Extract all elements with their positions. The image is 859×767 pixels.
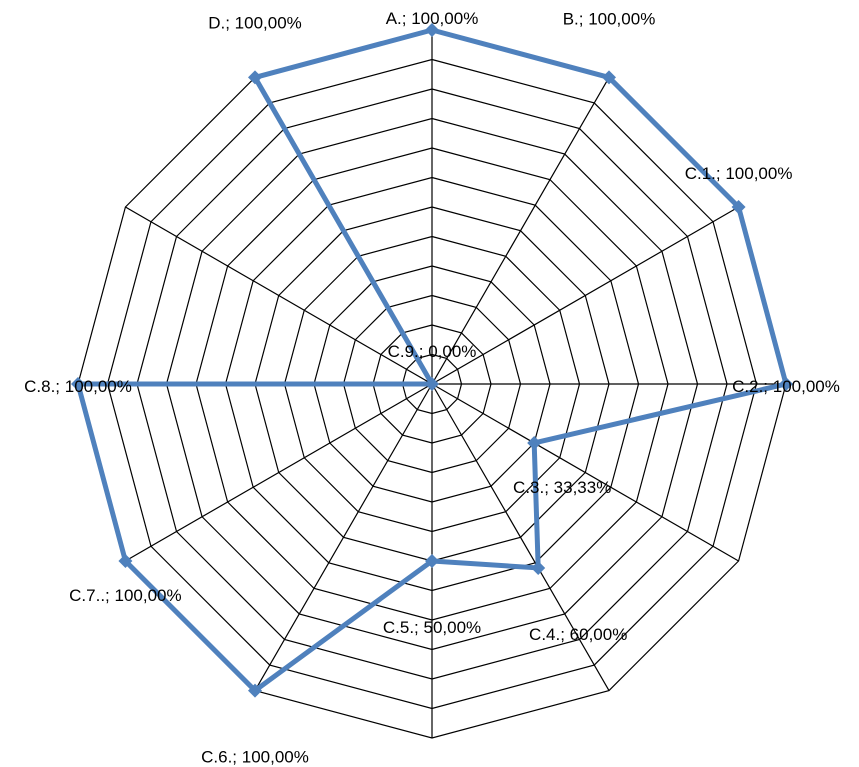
axis-spoke-6	[431, 383, 610, 691]
data-point-marker	[118, 554, 133, 568]
data-point-marker	[248, 70, 262, 85]
data-label: C.6.; 100,00%	[201, 748, 309, 767]
data-point-marker	[731, 200, 746, 214]
data-point-marker	[425, 554, 439, 568]
data-label: D.; 100,00%	[208, 13, 302, 32]
data-point-marker	[71, 377, 85, 391]
axis-spoke-9	[125, 383, 433, 562]
data-label: C.8.; 100,00%	[24, 377, 132, 396]
axis-spoke-2	[431, 77, 610, 385]
data-point-marker	[248, 683, 262, 698]
data-label: B.; 100,00%	[563, 9, 656, 28]
data-point-marker	[531, 560, 546, 575]
data-point-marker	[425, 23, 439, 37]
axis-spoke-11	[125, 206, 433, 385]
label-layer: A.; 100,00% B.; 100,00% C.1.; 100,00% C.2.;…	[24, 9, 840, 767]
axis-spoke-3	[431, 206, 739, 385]
data-label: C.5.; 50,00%	[383, 618, 481, 637]
data-point-marker	[527, 435, 542, 450]
axis-spoke-5	[431, 383, 739, 562]
data-point-marker	[425, 377, 439, 391]
axis-spoke-8	[254, 383, 433, 691]
data-point-marker	[779, 377, 793, 391]
data-label: C.3.; 33,33%	[513, 478, 611, 497]
data-label: C.9.; 0,00%	[388, 342, 477, 361]
marker-layer	[71, 23, 793, 698]
data-point-marker	[602, 70, 616, 85]
data-label: A.; 100,00%	[386, 9, 479, 28]
data-label: C.4.; 60,00%	[529, 625, 627, 644]
data-label: C.7..; 100,00%	[69, 586, 181, 605]
data-label: C.2.; 100,00%	[732, 377, 840, 396]
data-label: C.1.; 100,00%	[685, 164, 793, 183]
